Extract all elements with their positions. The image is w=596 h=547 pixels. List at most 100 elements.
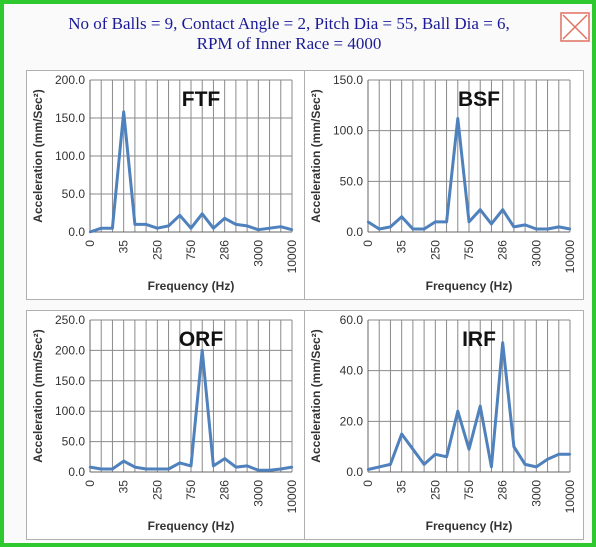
- y-tick-label: 150.0: [55, 111, 85, 125]
- data-point: [111, 227, 114, 230]
- x-tick-label: 750: [184, 480, 198, 500]
- x-tick-label: 3000: [251, 480, 265, 507]
- chart-bsf-background: [304, 70, 584, 300]
- data-point: [201, 212, 204, 215]
- data-point: [479, 208, 482, 211]
- data-point: [212, 464, 215, 468]
- data-point: [122, 459, 125, 463]
- data-point: [133, 465, 137, 469]
- y-tick-label: 150.0: [55, 374, 85, 388]
- data-point: [223, 217, 226, 220]
- y-tick-label: 0.0: [346, 225, 363, 239]
- data-point: [378, 227, 381, 231]
- data-point: [523, 463, 527, 466]
- x-tick-label: 250: [150, 480, 164, 500]
- x-tick-label: 286: [496, 240, 510, 260]
- x-axis-label: Frequency (Hz): [426, 519, 513, 533]
- data-point: [378, 465, 381, 469]
- data-point: [167, 224, 170, 228]
- figure-title-line-2: RPM of Inner Race = 4000: [196, 34, 382, 53]
- x-tick-label: 750: [462, 240, 476, 260]
- y-tick-label: 20.0: [340, 414, 364, 428]
- x-tick-label: 286: [496, 480, 510, 500]
- x-tick-label: 10000: [285, 240, 299, 274]
- data-point: [535, 465, 538, 469]
- data-point: [290, 465, 294, 469]
- y-tick-label: 250.0: [55, 313, 85, 327]
- y-axis-label: Acceleration (mm/Sec²): [309, 89, 323, 222]
- x-tick-label: 35: [117, 240, 131, 254]
- data-point: [178, 461, 181, 465]
- x-tick-label: 286: [218, 240, 232, 260]
- data-point: [156, 227, 159, 230]
- x-axis-label: Frequency (Hz): [148, 519, 235, 533]
- x-tick-label: 250: [428, 240, 442, 260]
- x-tick-label: 3000: [529, 240, 543, 267]
- chart-panel-ftf: 0.0 50.0 100.0 150.0 200.0 0 35 250 750 286 3000 10…: [26, 70, 306, 300]
- x-tick-label: 35: [395, 480, 409, 494]
- data-point: [133, 223, 137, 226]
- data-point: [268, 468, 271, 472]
- data-point: [568, 227, 572, 231]
- data-point: [501, 341, 504, 344]
- data-point: [189, 227, 193, 230]
- y-tick-label: 60.0: [340, 313, 364, 327]
- data-point: [456, 117, 459, 120]
- data-point: [422, 227, 426, 231]
- data-point: [557, 225, 560, 229]
- data-point: [512, 445, 516, 448]
- data-point: [144, 223, 148, 226]
- data-point: [501, 208, 504, 211]
- data-point: [279, 225, 282, 228]
- data-point: [212, 227, 215, 230]
- y-tick-label: 200.0: [55, 73, 85, 87]
- close-x-icon[interactable]: [560, 12, 590, 42]
- x-tick-label: 35: [117, 480, 131, 494]
- x-tick-label: 3000: [251, 240, 265, 267]
- data-point: [479, 404, 482, 408]
- data-point: [512, 225, 516, 229]
- x-tick-label: 750: [184, 240, 198, 260]
- data-point: [201, 349, 204, 352]
- data-point: [535, 227, 538, 231]
- chart-title-irf: IRF: [462, 328, 496, 351]
- data-point: [178, 214, 181, 217]
- chart-irf-background: [304, 310, 584, 540]
- data-point: [122, 110, 125, 114]
- x-tick-label: 0: [83, 480, 97, 487]
- y-tick-label: 100.0: [333, 124, 363, 138]
- data-point: [490, 465, 493, 469]
- y-axis-label: Acceleration (mm/Sec²): [31, 329, 45, 462]
- chart-panel-orf: 0.0 50.0 100.0 150.0 200.0 250.0 0 35 250 750 286 3…: [26, 310, 306, 540]
- chart-panel-irf: 0.0 20.0 40.0 60.0 0 35 250 750 286 3000 10000 IRF F…: [304, 310, 584, 540]
- x-axis-label: Frequency (Hz): [426, 279, 513, 293]
- y-tick-label: 0.0: [68, 465, 85, 479]
- data-point: [411, 448, 415, 451]
- data-point: [389, 463, 392, 466]
- y-axis-label: Acceleration (mm/Sec²): [309, 329, 323, 462]
- y-tick-label: 100.0: [55, 404, 85, 418]
- data-point: [546, 458, 549, 461]
- data-point: [490, 222, 493, 226]
- chart-orf-background: [26, 310, 306, 540]
- data-point: [88, 465, 92, 469]
- data-point: [434, 220, 437, 224]
- data-point: [445, 455, 448, 458]
- data-point: [144, 467, 148, 471]
- x-axis-label: Frequency (Hz): [148, 279, 235, 293]
- data-point: [100, 227, 103, 230]
- y-tick-label: 150.0: [333, 73, 363, 87]
- data-point: [422, 463, 426, 466]
- x-tick-label: 3000: [529, 480, 543, 507]
- chart-title-ftf: FTF: [182, 88, 221, 111]
- data-point: [467, 448, 471, 451]
- y-tick-label: 0.0: [346, 465, 363, 479]
- data-point: [290, 228, 294, 231]
- data-point: [268, 227, 271, 230]
- x-tick-label: 10000: [563, 240, 577, 274]
- data-point: [456, 410, 459, 413]
- data-point: [156, 467, 159, 471]
- x-tick-label: 0: [83, 240, 97, 247]
- data-point: [100, 467, 103, 471]
